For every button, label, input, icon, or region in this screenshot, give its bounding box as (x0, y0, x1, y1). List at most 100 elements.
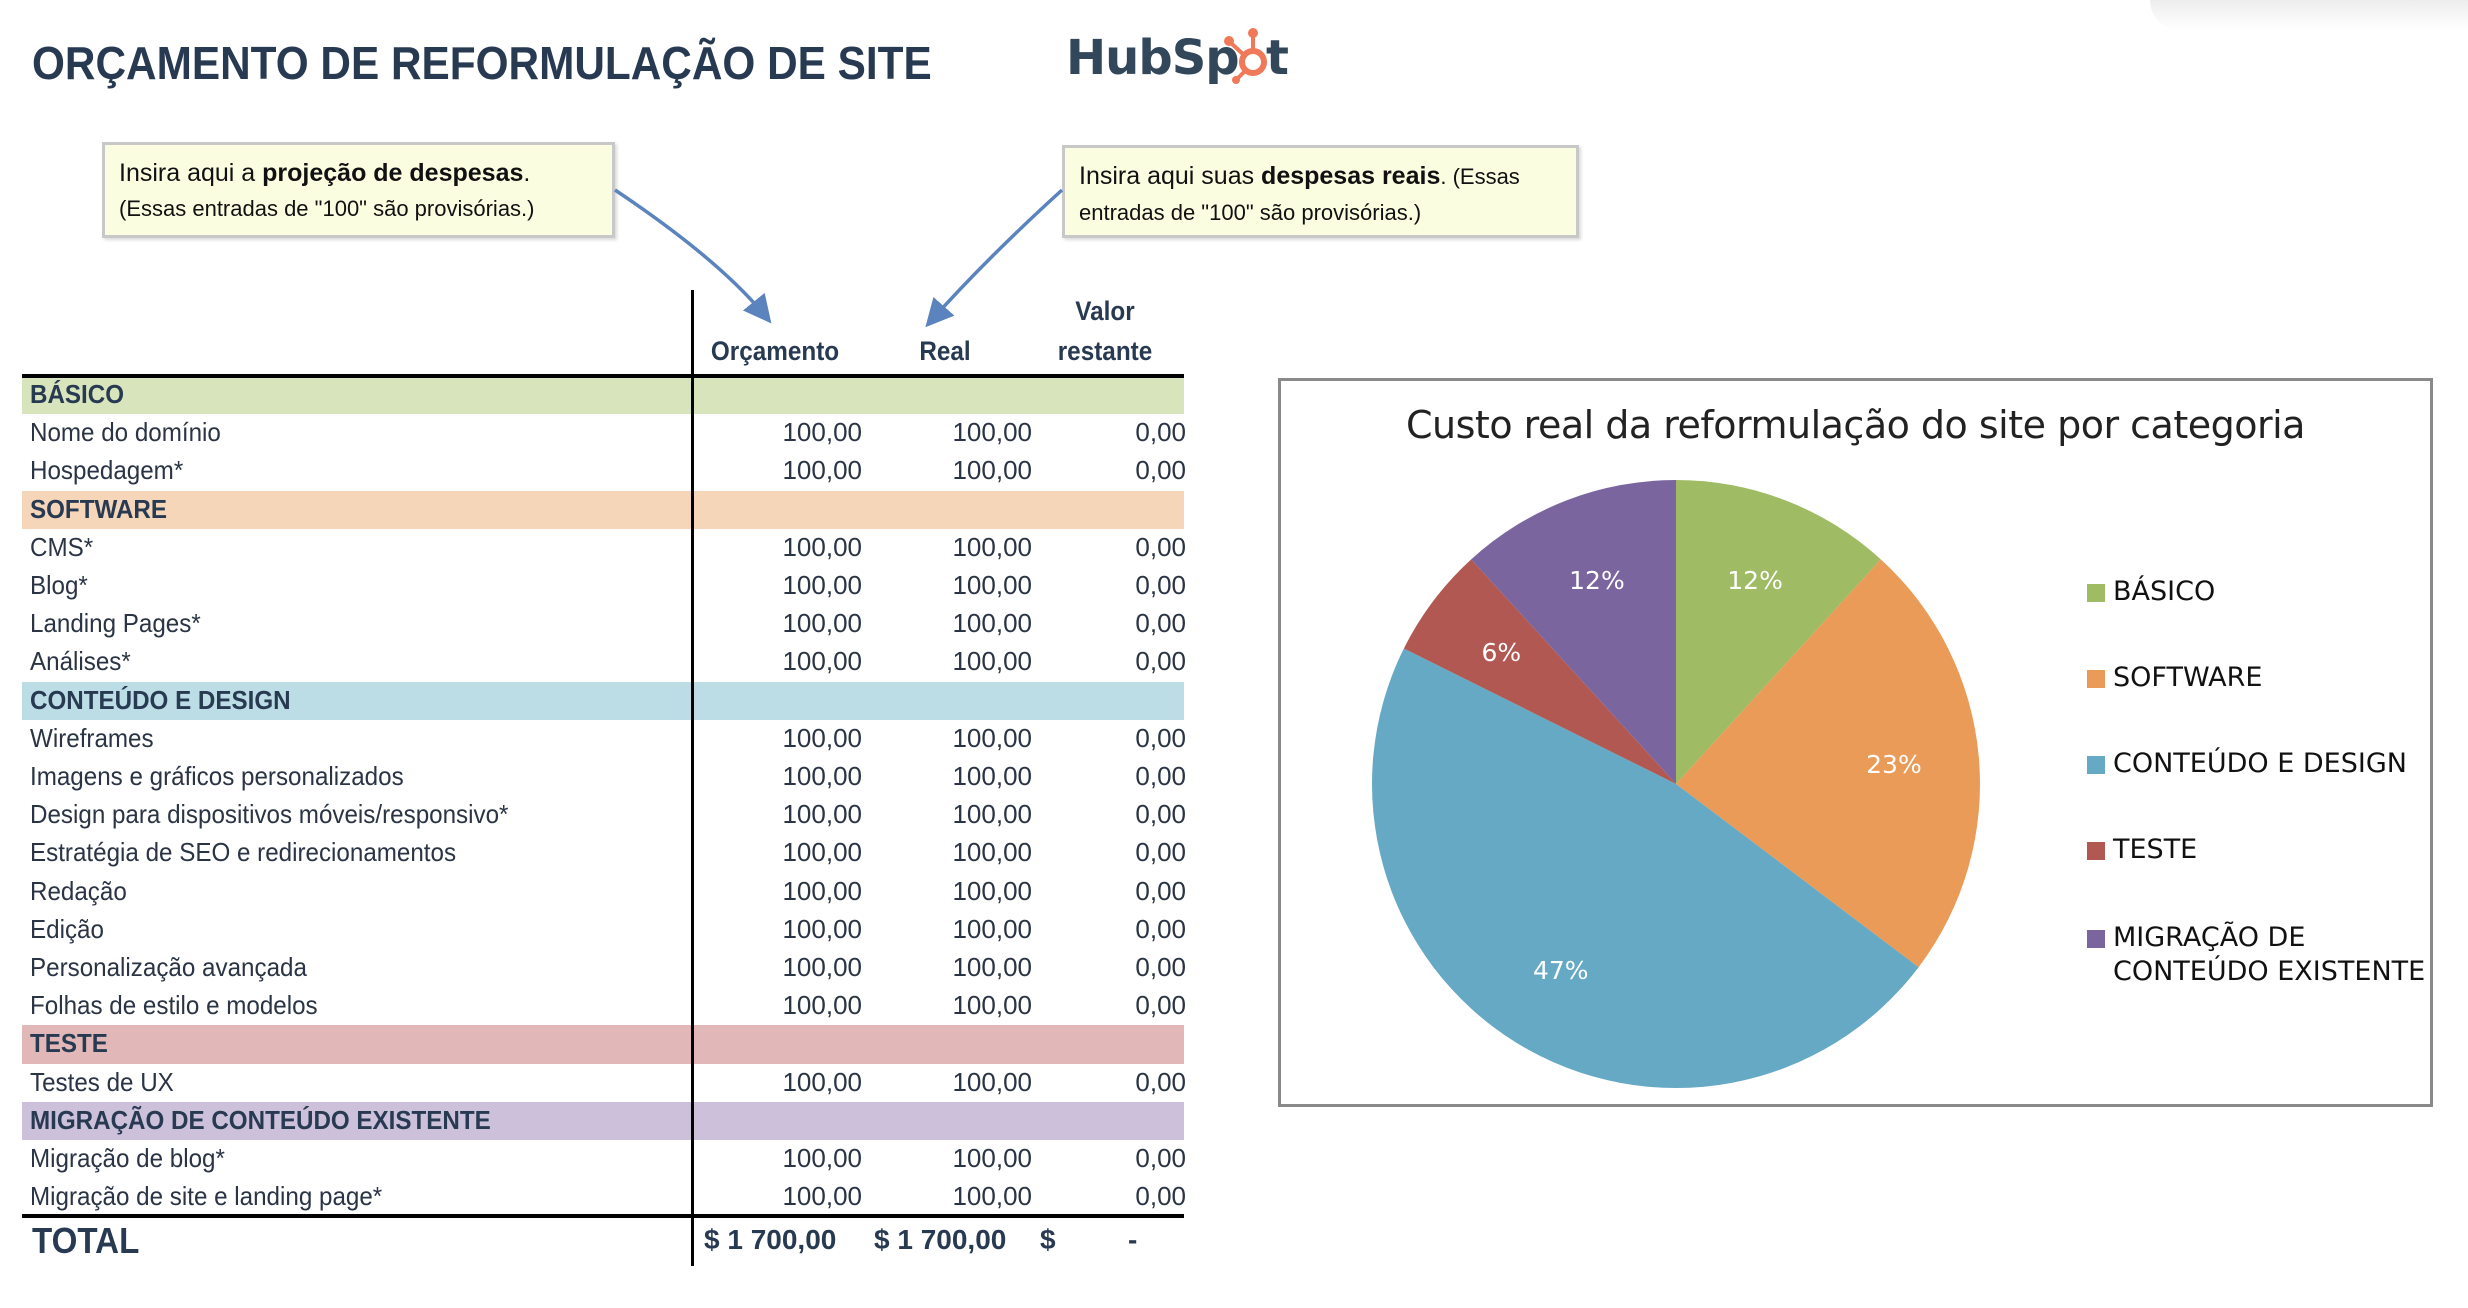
pie-slice-4[interactable] (1403, 559, 1676, 784)
legend-label-line1: CONTEÚDO E DESIGN (2113, 748, 2407, 779)
actual-cell[interactable]: 100,00 (952, 875, 1032, 906)
window-corner-shadow (2150, 0, 2468, 30)
table-row[interactable]: Wireframes 100,00 100,00 0,00 (22, 720, 1186, 758)
table-row[interactable]: Migração de site e landing page* 100,00 10… (22, 1178, 1186, 1216)
actual-cell[interactable]: 100,00 (952, 722, 1032, 753)
budget-cell[interactable]: 100,00 (782, 799, 862, 830)
item-label: Personalização avançada (30, 952, 307, 982)
pie-slice-5[interactable] (1471, 480, 1676, 784)
budget-callout: Insira aqui a projeção de despesas. (Ess… (102, 142, 615, 238)
actual-callout-note: entradas de "100" são provisórias.) (1079, 200, 1422, 225)
remaining-cell[interactable]: 0,00 (1135, 646, 1186, 677)
budget-cell[interactable]: 100,00 (782, 1066, 862, 1097)
actual-cell[interactable]: 100,00 (952, 417, 1032, 448)
budget-cell[interactable]: 100,00 (782, 952, 862, 982)
remaining-cell[interactable]: 0,00 (1135, 417, 1186, 448)
remaining-cell[interactable]: 0,00 (1135, 455, 1186, 486)
actual-callout: Insira aqui suas despesas reais. (Essas … (1062, 145, 1579, 238)
remaining-cell[interactable]: 0,00 (1135, 913, 1186, 944)
item-label: Wireframes (30, 722, 154, 753)
remaining-cell[interactable]: 0,00 (1135, 531, 1186, 562)
total-budget: $ 1 700,00 (704, 1224, 837, 1255)
budget-cell[interactable]: 100,00 (782, 837, 862, 868)
remaining-cell[interactable]: 0,00 (1135, 570, 1186, 600)
table-row[interactable]: Estratégia de SEO e redirecionamentos 100… (22, 834, 1186, 872)
actual-cell[interactable]: 100,00 (952, 799, 1032, 830)
pie-chart[interactable]: Custo real da reformulação do site por c… (1278, 378, 2433, 1107)
item-label: CMS* (30, 531, 94, 562)
remaining-cell[interactable]: 0,00 (1135, 722, 1186, 753)
table-row[interactable]: Análises* 100,00 100,00 0,00 (22, 643, 1186, 681)
budget-cell[interactable]: 100,00 (782, 761, 862, 791)
table-row[interactable]: Blog* 100,00 100,00 0,00 (22, 567, 1186, 605)
budget-callout-note: (Essas entradas de "100" são provisórias… (119, 196, 535, 221)
budget-cell[interactable]: 100,00 (782, 608, 862, 639)
remaining-cell[interactable]: 0,00 (1135, 761, 1186, 791)
pie-percent-label: 23% (1866, 750, 1922, 779)
pie-plot: 12% 23% 47% 6% 12% (1372, 480, 1980, 1088)
actual-cell[interactable]: 100,00 (952, 837, 1032, 868)
actual-cell[interactable]: 100,00 (952, 990, 1032, 1021)
remaining-cell[interactable]: 0,00 (1135, 952, 1186, 982)
remaining-cell[interactable]: 0,00 (1135, 1181, 1186, 1212)
budget-cell[interactable]: 100,00 (782, 722, 862, 753)
actual-cell[interactable]: 100,00 (952, 1181, 1032, 1212)
table-row[interactable]: Testes de UX 100,00 100,00 0,00 (22, 1064, 1186, 1102)
table-row[interactable]: Personalização avançada 100,00 100,00 0,00 (22, 949, 1186, 987)
pie-percent-label: 47% (1533, 956, 1589, 985)
svg-text:HubSp: HubSp (1066, 30, 1239, 86)
item-label: Imagens e gráficos personalizados (30, 761, 404, 791)
remaining-cell[interactable]: 0,00 (1135, 837, 1186, 868)
actual-cell[interactable]: 100,00 (952, 455, 1032, 486)
remaining-cell[interactable]: 0,00 (1135, 608, 1186, 639)
actual-arrow-icon (925, 188, 1064, 328)
table-row[interactable]: Migração de blog* 100,00 100,00 0,00 (22, 1140, 1186, 1178)
table-row[interactable]: Hospedagem* 100,00 100,00 0,00 (22, 452, 1186, 490)
pie-percent-label: 12% (1569, 566, 1625, 595)
actual-cell[interactable]: 100,00 (952, 1143, 1032, 1173)
table-row[interactable]: Edição 100,00 100,00 0,00 (22, 911, 1186, 949)
item-label: Redação (30, 875, 127, 906)
pie-slice-2[interactable] (1676, 559, 1980, 968)
section-header-row: BÁSICO (22, 376, 1184, 415)
table-row[interactable]: Landing Pages* 100,00 100,00 0,00 (22, 605, 1186, 643)
table-row[interactable]: Design para dispositivos móveis/responsi… (22, 796, 1186, 834)
remaining-cell[interactable]: 0,00 (1135, 799, 1186, 830)
actual-cell[interactable]: 100,00 (952, 913, 1032, 944)
budget-cell[interactable]: 100,00 (782, 455, 862, 486)
table-row[interactable]: Imagens e gráficos personalizados 100,00 1… (22, 758, 1186, 796)
table-row[interactable]: Redação 100,00 100,00 0,00 (22, 873, 1186, 911)
item-label: Landing Pages* (30, 608, 201, 639)
table-row[interactable]: Nome do domínio 100,00 100,00 0,00 (22, 414, 1186, 452)
pie-slice-1[interactable] (1676, 480, 1881, 784)
table-row[interactable]: CMS* 100,00 100,00 0,00 (22, 529, 1186, 567)
column-header-remaining-line2: restante (1057, 336, 1153, 366)
table-row[interactable]: Folhas de estilo e modelos 100,00 100,00 0,… (22, 987, 1186, 1025)
actual-cell[interactable]: 100,00 (952, 570, 1032, 600)
budget-cell[interactable]: 100,00 (782, 913, 862, 944)
actual-cell[interactable]: 100,00 (952, 761, 1032, 791)
budget-cell[interactable]: 100,00 (782, 417, 862, 448)
actual-cell[interactable]: 100,00 (952, 952, 1032, 982)
remaining-cell[interactable]: 0,00 (1135, 990, 1186, 1021)
remaining-cell[interactable]: 0,00 (1135, 1066, 1186, 1097)
remaining-cell[interactable]: 0,00 (1135, 1143, 1186, 1173)
budget-cell[interactable]: 100,00 (782, 990, 862, 1021)
section-label: TESTE (30, 1028, 108, 1059)
actual-cell[interactable]: 100,00 (952, 646, 1032, 677)
actual-cell[interactable]: 100,00 (952, 608, 1032, 639)
budget-cell[interactable]: 100,00 (782, 1143, 862, 1173)
section-label: BÁSICO (30, 379, 125, 409)
actual-cell[interactable]: 100,00 (952, 531, 1032, 562)
pie-percent-label: 12% (1727, 566, 1783, 595)
budget-cell[interactable]: 100,00 (782, 1181, 862, 1212)
pie-slice-3[interactable] (1372, 648, 1919, 1088)
column-header-actual: Real (919, 336, 971, 366)
budget-cell[interactable]: 100,00 (782, 646, 862, 677)
remaining-cell[interactable]: 0,00 (1135, 875, 1186, 906)
budget-cell[interactable]: 100,00 (782, 531, 862, 562)
svg-text:t: t (1266, 30, 1289, 86)
actual-cell[interactable]: 100,00 (952, 1066, 1032, 1097)
budget-cell[interactable]: 100,00 (782, 875, 862, 906)
budget-cell[interactable]: 100,00 (782, 570, 862, 600)
